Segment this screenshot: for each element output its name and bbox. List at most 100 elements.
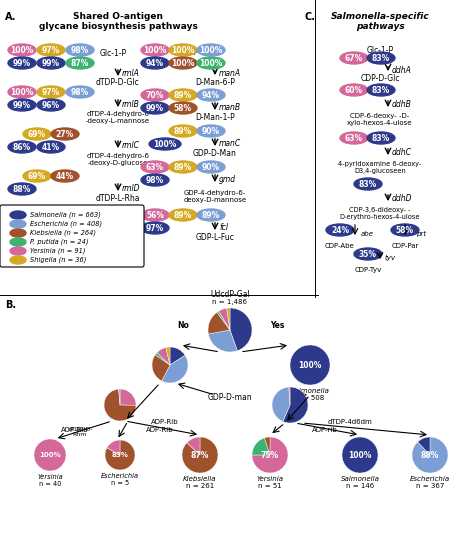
Text: 89%: 89%: [174, 91, 192, 100]
Text: GDP-D-man: GDP-D-man: [208, 394, 252, 403]
Wedge shape: [166, 347, 170, 365]
Text: 98%: 98%: [71, 87, 89, 96]
Wedge shape: [418, 437, 430, 455]
Ellipse shape: [8, 141, 36, 153]
Ellipse shape: [10, 238, 26, 246]
Text: P. putida (n = 24): P. putida (n = 24): [30, 239, 89, 245]
Wedge shape: [105, 440, 135, 470]
Ellipse shape: [197, 89, 225, 101]
Text: Yersinia (n = 91): Yersinia (n = 91): [30, 248, 85, 254]
Wedge shape: [227, 308, 230, 330]
Ellipse shape: [141, 161, 169, 173]
Text: CDP-Par: CDP-Par: [392, 243, 419, 249]
Text: gmd: gmd: [219, 175, 236, 184]
Wedge shape: [252, 438, 270, 455]
Ellipse shape: [23, 170, 51, 182]
Text: n = 51: n = 51: [258, 483, 282, 489]
Text: xylo-hexos-4-ulose: xylo-hexos-4-ulose: [347, 120, 413, 126]
Text: 87%: 87%: [191, 450, 209, 460]
Text: 98%: 98%: [71, 45, 89, 54]
Text: D-Man-6-P: D-Man-6-P: [195, 77, 235, 86]
Text: 56%: 56%: [146, 211, 164, 220]
Wedge shape: [272, 387, 290, 422]
Text: B.: B.: [5, 300, 16, 310]
Text: n = 508: n = 508: [296, 395, 324, 401]
Ellipse shape: [197, 44, 225, 56]
Text: D-Man-1-P: D-Man-1-P: [195, 113, 235, 122]
Text: manA: manA: [219, 68, 241, 77]
Ellipse shape: [367, 84, 395, 96]
Text: 63%: 63%: [345, 133, 363, 142]
Text: 94%: 94%: [202, 91, 220, 100]
Wedge shape: [252, 437, 288, 473]
Text: dTDP-D-Glc: dTDP-D-Glc: [96, 77, 140, 86]
Ellipse shape: [169, 102, 197, 114]
Ellipse shape: [354, 248, 382, 260]
Ellipse shape: [197, 125, 225, 137]
Text: Escherichia (n = 408): Escherichia (n = 408): [30, 221, 102, 227]
Text: 100%: 100%: [10, 45, 34, 54]
Text: D-erythro-hexos-4-ulose: D-erythro-hexos-4-ulose: [340, 214, 420, 220]
Wedge shape: [217, 311, 230, 330]
Text: 100%: 100%: [171, 58, 195, 68]
Text: dTDP-4d6dm: dTDP-4d6dm: [328, 419, 373, 425]
Text: 89%: 89%: [174, 127, 192, 136]
Wedge shape: [208, 312, 230, 334]
Text: 97%: 97%: [146, 223, 164, 232]
Text: manC: manC: [219, 138, 241, 147]
Text: Glc-1-P: Glc-1-P: [366, 45, 393, 54]
Wedge shape: [289, 387, 290, 405]
Text: GDP-D-Man: GDP-D-Man: [193, 148, 237, 157]
Ellipse shape: [141, 57, 169, 69]
Ellipse shape: [8, 99, 36, 111]
Text: abe: abe: [361, 231, 374, 237]
Ellipse shape: [340, 52, 368, 64]
Text: 90%: 90%: [202, 162, 220, 171]
Ellipse shape: [10, 229, 26, 237]
Ellipse shape: [169, 57, 197, 69]
Ellipse shape: [354, 178, 382, 190]
Text: 99%: 99%: [13, 100, 31, 110]
Wedge shape: [264, 437, 270, 455]
Text: 69%: 69%: [28, 171, 46, 180]
Text: 88%: 88%: [13, 184, 31, 194]
Ellipse shape: [141, 44, 169, 56]
Text: rmlA: rmlA: [122, 68, 140, 77]
Text: rmlC: rmlC: [122, 141, 140, 150]
Text: 24%: 24%: [331, 226, 349, 235]
FancyBboxPatch shape: [0, 205, 144, 267]
Text: CDP-D-Glc: CDP-D-Glc: [360, 73, 400, 82]
Ellipse shape: [197, 209, 225, 221]
Text: 97%: 97%: [42, 87, 60, 96]
Wedge shape: [34, 439, 66, 471]
Text: Fru-6-p: Fru-6-p: [172, 45, 199, 54]
Text: 99%: 99%: [146, 104, 164, 113]
Text: 99%: 99%: [42, 58, 60, 68]
Text: CDP-Tyv: CDP-Tyv: [355, 267, 382, 273]
Ellipse shape: [37, 86, 65, 98]
Text: 89%: 89%: [202, 211, 220, 220]
Ellipse shape: [391, 224, 419, 236]
Wedge shape: [209, 330, 237, 352]
Text: 87%: 87%: [71, 58, 89, 68]
Text: prt: prt: [416, 231, 426, 237]
Text: Salmonella: Salmonella: [340, 476, 380, 482]
Text: Shigella (n = 36): Shigella (n = 36): [30, 256, 86, 263]
Ellipse shape: [66, 86, 94, 98]
Text: C.: C.: [305, 12, 316, 22]
Text: 27%: 27%: [56, 129, 74, 138]
Wedge shape: [157, 347, 170, 365]
Ellipse shape: [169, 209, 197, 221]
Text: ddhD: ddhD: [392, 194, 412, 203]
Text: 67%: 67%: [345, 54, 363, 63]
Text: GDP-L-Fuc: GDP-L-Fuc: [196, 232, 235, 241]
Ellipse shape: [169, 44, 197, 56]
Ellipse shape: [169, 161, 197, 173]
Ellipse shape: [8, 57, 36, 69]
Text: A.: A.: [5, 12, 17, 22]
Ellipse shape: [23, 128, 51, 140]
Ellipse shape: [66, 44, 94, 56]
Text: 100%: 100%: [143, 45, 167, 54]
Text: 69%: 69%: [28, 129, 46, 138]
Text: GDP-4-dehydro-6-: GDP-4-dehydro-6-: [184, 190, 246, 196]
